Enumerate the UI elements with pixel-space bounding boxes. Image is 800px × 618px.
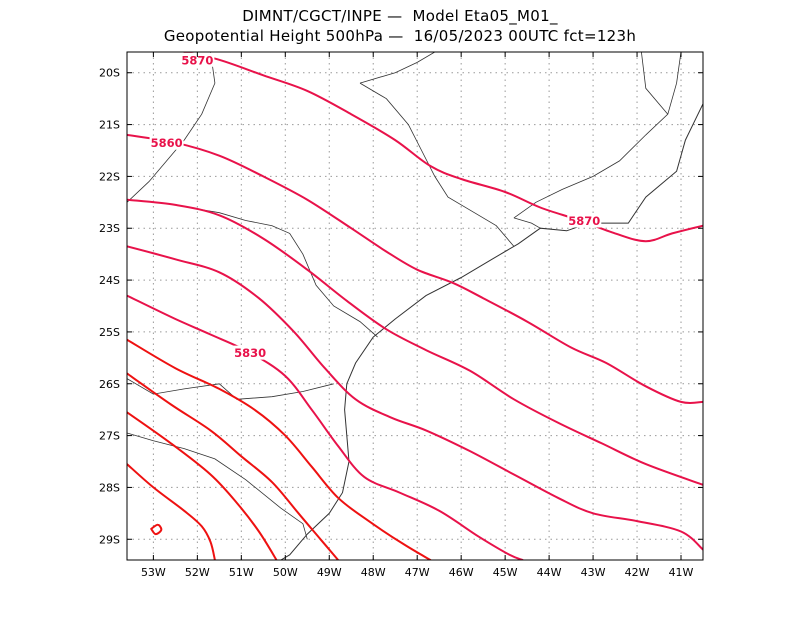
lat-tick-label: 24S <box>99 274 120 287</box>
contour-labels: 5870 5860 5870 5830 <box>149 52 602 360</box>
lon-tick-label: 53W <box>141 566 166 579</box>
figure-title-line-2: Geopotential Height 500hPa — 16/05/2023 … <box>163 27 637 45</box>
lat-tick-label: 28S <box>99 481 120 494</box>
lon-tick-label: 49W <box>317 566 342 579</box>
contour-label: 5860 <box>151 136 183 150</box>
contour-line-5850 <box>127 198 703 486</box>
lon-tick-label: 48W <box>361 566 386 579</box>
lon-tick-label: 47W <box>405 566 430 579</box>
lon-tick-label: 41W <box>669 566 694 579</box>
state-border <box>513 217 541 229</box>
contour-label: 5870 <box>181 53 213 67</box>
lat-tick-label: 26S <box>99 378 120 391</box>
lon-tick-label: 46W <box>449 566 474 579</box>
state-border <box>127 432 308 540</box>
lat-tick-label: 20S <box>99 67 120 80</box>
lon-tick-label: 44W <box>537 566 562 579</box>
contour-line-5790 <box>127 463 216 560</box>
lon-tick-label: 45W <box>493 566 518 579</box>
lat-tick-label: 23S <box>99 222 120 235</box>
contour-label: 5830 <box>234 346 266 360</box>
contour-label-background <box>233 345 268 360</box>
contour-line-5790 <box>150 523 163 536</box>
lon-tick-label: 43W <box>581 566 606 579</box>
lon-tick-label: 50W <box>273 566 298 579</box>
contour-line-5830 <box>127 294 524 560</box>
map-boundaries <box>127 52 703 560</box>
plot-frame <box>126 51 704 561</box>
contour-label-background <box>180 52 215 67</box>
lat-tick-label: 22S <box>99 170 120 183</box>
contour-label-background <box>149 135 184 150</box>
coastline <box>280 103 703 560</box>
state-border <box>641 52 669 115</box>
lat-tick-label: 21S <box>99 119 120 132</box>
lat-tick-label: 25S <box>99 326 120 339</box>
state-border <box>359 52 436 84</box>
lat-tick-label: 29S <box>99 533 120 546</box>
state-border <box>127 52 216 203</box>
contour-line-5800 <box>127 411 278 560</box>
state-border <box>359 82 515 247</box>
height-contours <box>127 52 703 560</box>
contour-line-5820 <box>127 338 432 560</box>
map-grid <box>127 52 703 560</box>
state-border <box>127 378 334 400</box>
contour-line-5810 <box>127 372 340 560</box>
state-border <box>188 207 378 338</box>
lon-tick-label: 42W <box>625 566 650 579</box>
lat-tick-label: 27S <box>99 430 120 443</box>
axis-ticks: 53W 52W 51W 50W 49W 48W 47W 46W 45W 44W 43W 42W 41W 2… <box>99 52 703 579</box>
contour-line-5860 <box>127 133 703 405</box>
lon-tick-label: 51W <box>229 566 254 579</box>
contour-label: 5870 <box>568 214 600 228</box>
contour-line-5840 <box>127 245 703 551</box>
figure-title-line-1: DIMNT/CGCT/INPE — Model Eta05_M01_ <box>242 7 558 25</box>
contour-label-background <box>567 213 602 228</box>
state-border <box>513 52 682 219</box>
contour-line-5870 <box>183 52 703 243</box>
lon-tick-label: 52W <box>185 566 210 579</box>
